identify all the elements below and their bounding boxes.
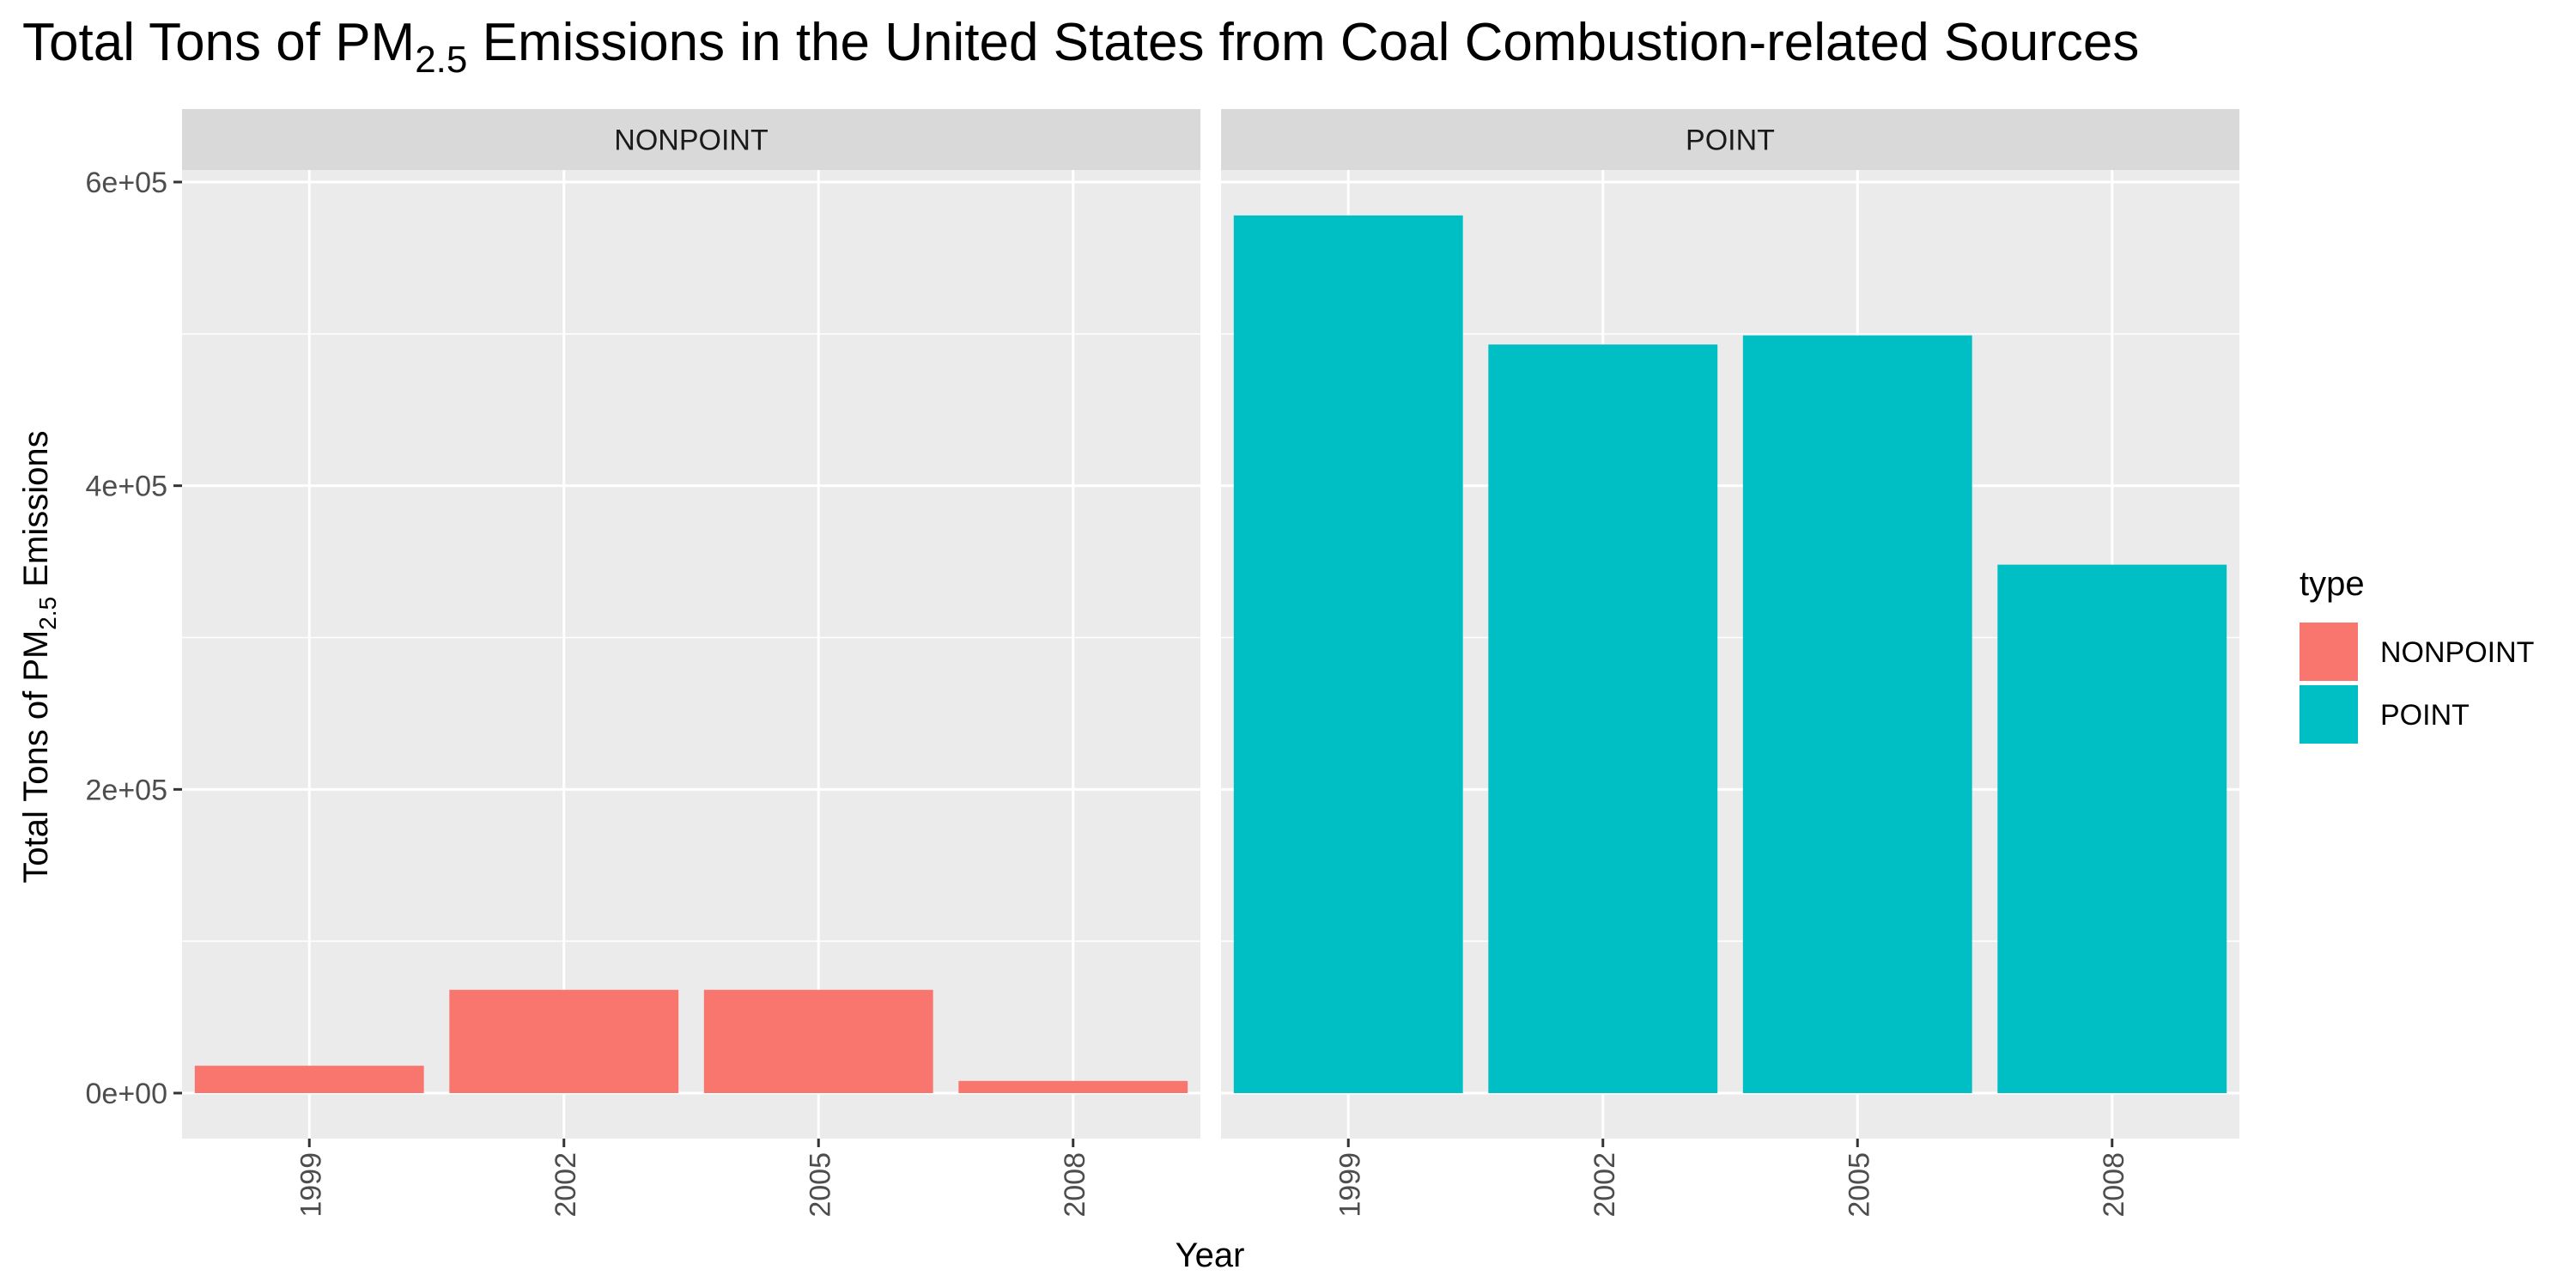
x-tick-label: 2002 (1589, 1152, 1621, 1218)
y-tick-label: 2e+05 (86, 774, 168, 806)
x-tick-label: 2008 (2098, 1152, 2130, 1218)
legend-key-nonpoint (2300, 623, 2358, 681)
bar-nonpoint-2008 (958, 1080, 1188, 1093)
chart-title: Total Tons of PM2.5 Emissions in the Uni… (22, 13, 2139, 81)
y-axis-label-subscript: 2.5 (34, 597, 61, 630)
bar-point-2005 (1742, 335, 1972, 1093)
facet-strip (182, 109, 1200, 170)
legend-key-point (2300, 685, 2358, 744)
y-axis: 0e+00 2e+05 4e+05 6e+05 (86, 167, 182, 1110)
facet-strip-label: NONPOINT (614, 125, 768, 157)
x-tick-label: 2005 (804, 1152, 836, 1218)
chart-title-prefix: Total Tons of PM (22, 13, 415, 72)
x-axis-label: Year (1176, 1236, 1245, 1274)
facet-strip-label: POINT (1686, 125, 1775, 157)
chart-title-subscript: 2.5 (415, 39, 467, 81)
bar-nonpoint-2002 (449, 989, 679, 1093)
x-tick-label: 1999 (295, 1152, 327, 1218)
bar-point-2008 (1997, 564, 2227, 1093)
y-tick-label: 6e+05 (86, 167, 168, 199)
legend-label-point: POINT (2380, 699, 2470, 732)
bar-point-1999 (1233, 215, 1463, 1094)
y-axis-label-suffix: Emissions (17, 430, 55, 596)
x-tick-label: 2005 (1843, 1152, 1875, 1218)
x-tick-label: 2008 (1059, 1152, 1091, 1218)
legend-label-nonpoint: NONPOINT (2380, 636, 2534, 669)
facet-panel-nonpoint: NONPOINT (182, 109, 1200, 1139)
x-tick-label: 2002 (550, 1152, 582, 1218)
facet-strip (1221, 109, 2239, 170)
legend: type NONPOINT POINT (2300, 565, 2534, 744)
chart-title-suffix: Emissions in the United States from Coal… (467, 13, 2139, 72)
y-axis-label-prefix: Total Tons of PM (17, 630, 55, 884)
bar-point-2002 (1488, 344, 1718, 1093)
y-tick-label: 4e+05 (86, 471, 168, 503)
y-axis-label: Total Tons of PM2.5 Emissions (17, 430, 61, 883)
legend-title: type (2300, 565, 2365, 603)
panel-background (182, 170, 1200, 1139)
facet-panel-point: POINT (1221, 109, 2239, 1139)
bar-nonpoint-1999 (194, 1066, 424, 1093)
x-axis: 1999 2002 2005 2008 1999 2002 2005 2008 (295, 1139, 2130, 1218)
x-tick-label: 1999 (1334, 1152, 1366, 1218)
bar-nonpoint-2005 (703, 989, 933, 1093)
y-tick-label: 0e+00 (86, 1078, 168, 1110)
facet-panels: NONPOINT POINT (182, 109, 2239, 1139)
